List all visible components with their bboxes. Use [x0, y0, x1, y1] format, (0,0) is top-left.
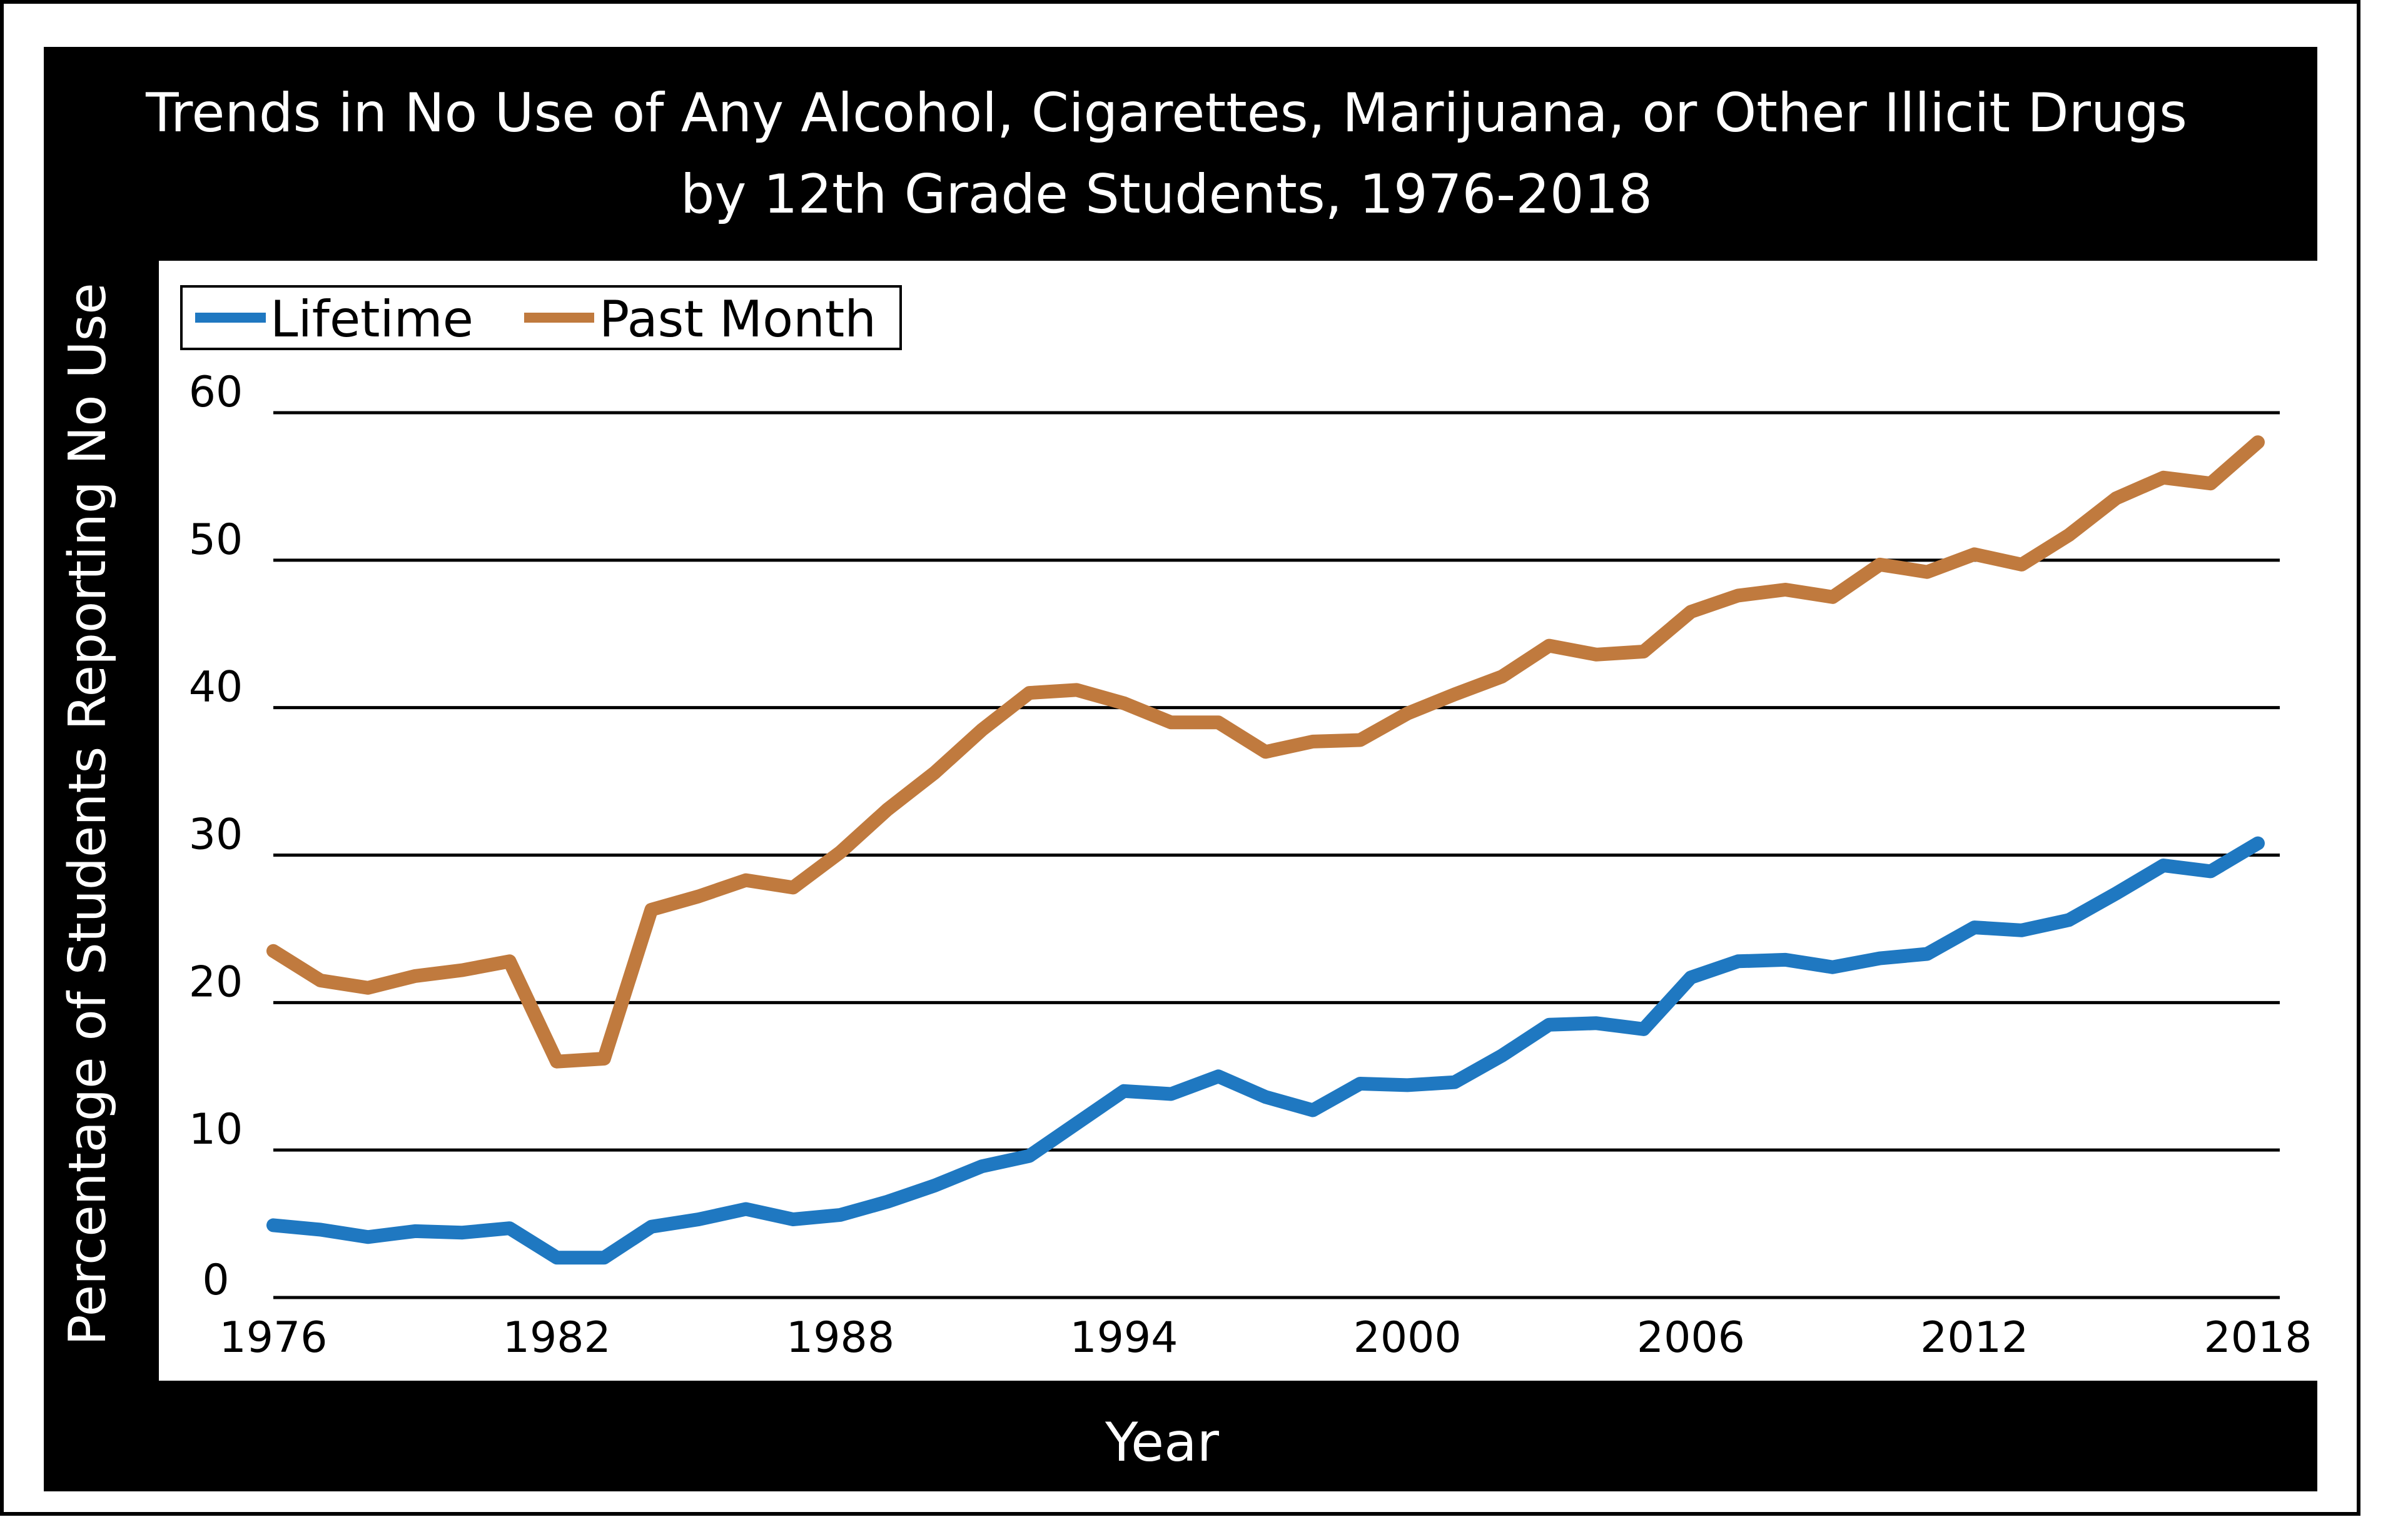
chart-title-line-2: by 12th Grade Students, 1976-2018 [680, 163, 1652, 226]
series-lines [266, 435, 2265, 1265]
y-tick-label-50: 50 [189, 515, 243, 565]
chart-title-line-1: Trends in No Use of Any Alcohol, Cigaret… [145, 82, 2187, 144]
legend-box [180, 285, 902, 350]
series-line-past-month [266, 435, 2265, 1069]
series-line-lifetime [266, 836, 2265, 1265]
y-tick-label-10: 10 [189, 1105, 243, 1154]
y-tick-label-40: 40 [189, 663, 243, 712]
plot-area [159, 261, 2317, 1381]
x-tick-label-1988: 1988 [786, 1313, 894, 1363]
y-axis-label: Percentage of Students Reporting No Use [58, 283, 118, 1346]
title-band [44, 47, 2317, 261]
x-tick-label-2006: 2006 [1637, 1313, 1745, 1363]
x-tick-label-2018: 2018 [2203, 1313, 2312, 1363]
x-tick-labels: 1976 1982 1988 1994 2000 2006 2012 2018 [219, 1313, 2312, 1363]
x-axis-label: Year [1105, 1411, 1220, 1474]
y-tick-label-0: 0 [202, 1256, 229, 1305]
y-tick-label-30: 30 [189, 810, 243, 860]
x-tick-label-2012: 2012 [1920, 1313, 2028, 1363]
x-tick-label-2000: 2000 [1353, 1313, 1462, 1363]
y-tick-label-60: 60 [189, 368, 243, 417]
y-tick-labels: 0 10 20 30 40 50 60 [189, 368, 243, 1305]
legend: Lifetime Past Month [180, 285, 902, 350]
x-tick-label-1982: 1982 [503, 1313, 611, 1363]
legend-label-past-month: Past Month [599, 290, 876, 348]
xlabel-band [44, 1381, 2317, 1491]
left-band [44, 47, 159, 1491]
y-tick-label-20: 20 [189, 957, 243, 1007]
legend-label-lifetime: Lifetime [270, 290, 473, 348]
x-tick-label-1976: 1976 [219, 1313, 327, 1363]
x-tick-label-1994: 1994 [1070, 1313, 1178, 1363]
